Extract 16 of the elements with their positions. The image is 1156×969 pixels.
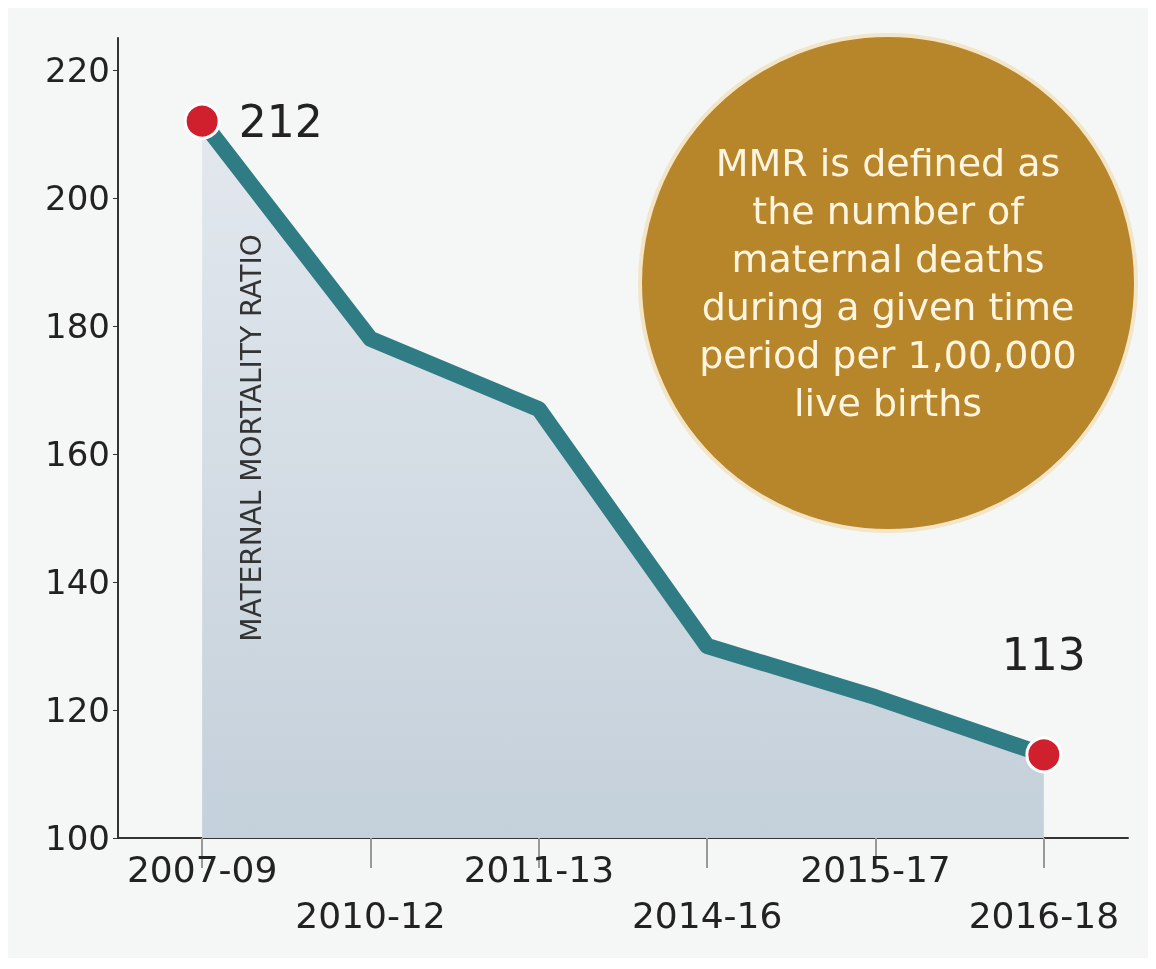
y-tick-label: 100 [45,818,110,858]
data-label: 212 [238,95,323,147]
data-label: 113 [1001,628,1086,680]
y-tick-label: 120 [45,690,110,730]
x-tick-label: 2016-18 [968,894,1120,936]
y-tick-label: 180 [45,306,110,346]
x-tick-label: 2014-16 [631,894,783,936]
x-tick-label: 2007-09 [126,848,278,890]
y-axis-title: MATERNAL MORTALITY RATIO [234,234,268,642]
y-tick-label: 140 [45,562,110,602]
y-tick-label: 200 [45,178,110,218]
x-tick-label: 2011-13 [463,848,615,890]
y-tick-label: 160 [45,434,110,474]
y-tick-label: 220 [45,50,110,90]
x-tick-label: 2015-17 [800,848,951,890]
x-tick-label: 2010-12 [295,894,446,936]
